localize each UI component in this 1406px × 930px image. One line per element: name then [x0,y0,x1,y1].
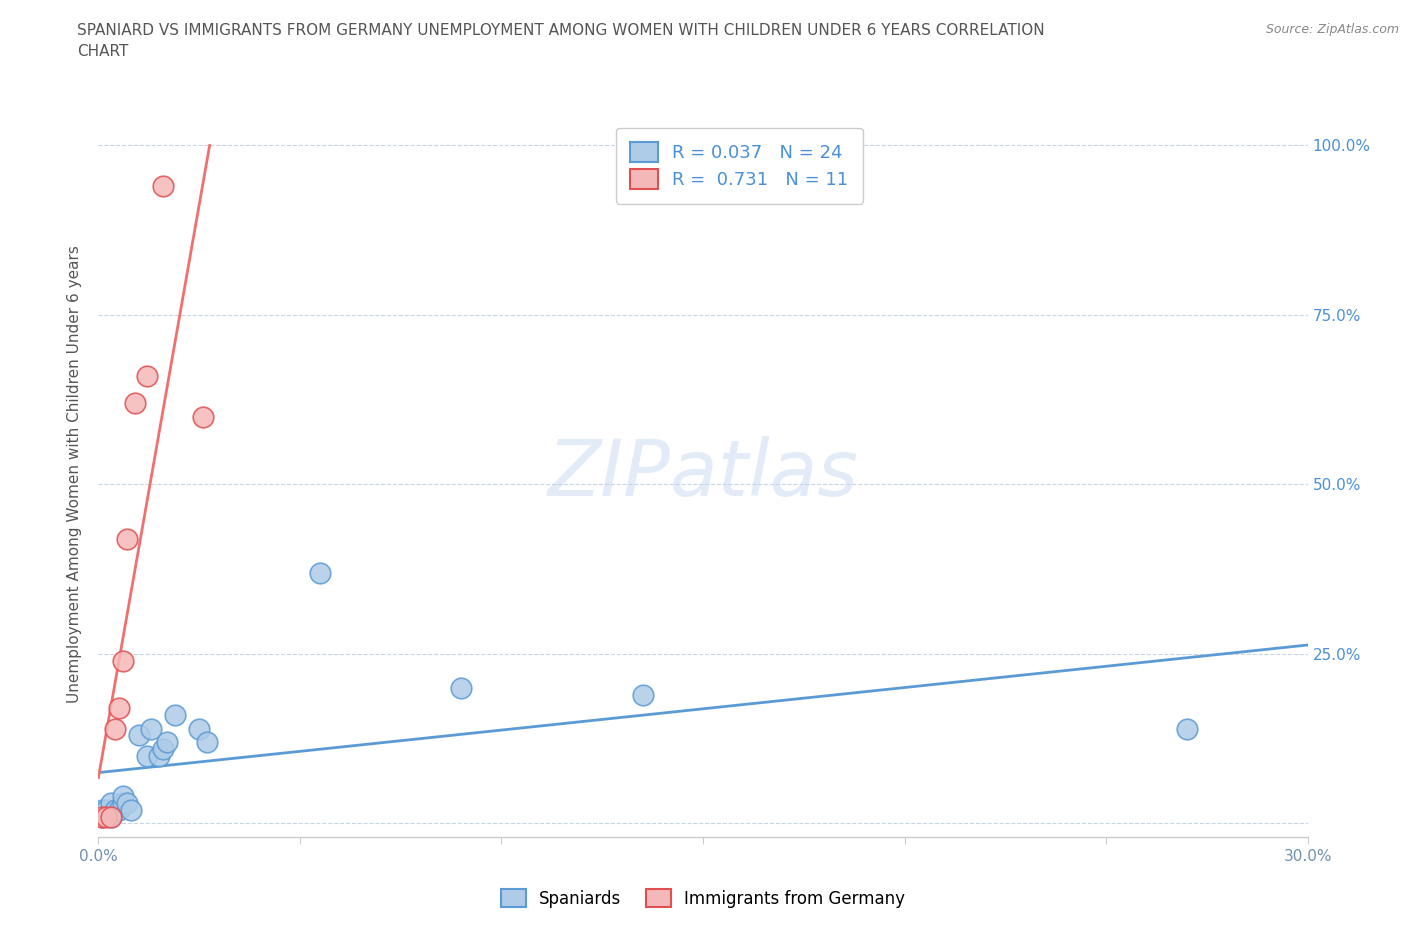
Point [139,721,162,736]
Point [135,368,157,383]
Legend: R = 0.037   N = 24, R =  0.731   N = 11: R = 0.037 N = 24, R = 0.731 N = 11 [616,128,862,204]
Point [1175,721,1198,736]
Point [115,531,138,546]
Point [107,700,129,715]
Point [100,796,122,811]
Point [96,803,118,817]
Point [120,803,142,817]
Point [103,721,125,736]
Point [152,741,174,756]
Point [193,409,215,424]
Point [115,796,138,811]
Point [631,687,654,702]
Point [152,179,174,193]
Point [107,803,129,817]
Point [91,809,114,824]
Point [156,735,179,750]
Point [309,565,332,580]
Point [188,721,211,736]
Point [128,728,150,743]
Point [111,789,134,804]
Point [96,809,118,824]
Point [450,681,472,696]
Legend: Spaniards, Immigrants from Germany: Spaniards, Immigrants from Germany [494,883,912,914]
Point [148,749,170,764]
Point [111,653,134,668]
Point [100,809,122,824]
Text: SPANIARD VS IMMIGRANTS FROM GERMANY UNEMPLOYMENT AMONG WOMEN WITH CHILDREN UNDER: SPANIARD VS IMMIGRANTS FROM GERMANY UNEM… [77,23,1045,60]
Point [100,809,122,824]
Y-axis label: Unemployment Among Women with Children Under 6 years: Unemployment Among Women with Children U… [67,246,83,703]
Point [91,803,114,817]
Point [163,708,186,723]
Point [91,809,114,824]
Text: ZIPatlas: ZIPatlas [547,436,859,512]
Point [124,395,146,410]
Point [135,749,157,764]
Point [195,735,218,750]
Text: Source: ZipAtlas.com: Source: ZipAtlas.com [1265,23,1399,36]
Point [103,803,125,817]
Point [111,796,134,811]
